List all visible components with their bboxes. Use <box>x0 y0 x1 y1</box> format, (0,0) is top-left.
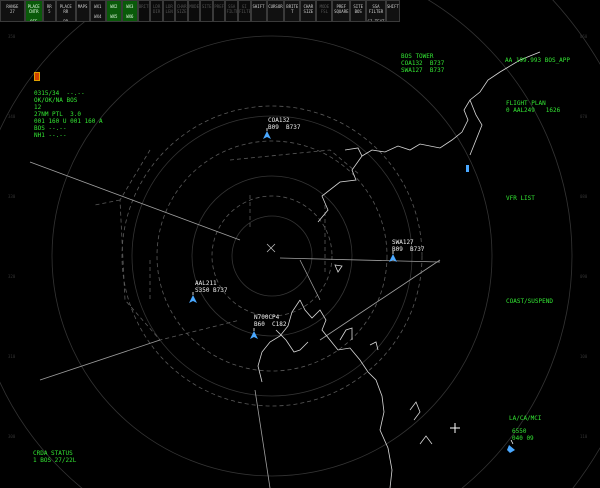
tower-list-title: BOS TOWER <box>401 53 434 60</box>
track-callsign: AAL211 <box>195 280 217 287</box>
vfr-list[interactable]: VFR LIST <box>506 195 535 202</box>
dcb-button[interactable]: BRITE T <box>284 0 301 22</box>
svg-text:310: 310 <box>8 354 16 359</box>
track-data: S350 B737 <box>195 287 228 294</box>
dcb-button[interactable]: SSA FILTER <box>225 0 238 22</box>
dcb-button[interactable]: PREF <box>212 0 226 22</box>
aircraft-icon[interactable] <box>248 328 260 340</box>
list-item: SWA127 B737 <box>401 67 445 74</box>
svg-text:080: 080 <box>580 194 588 199</box>
aircraft-icon[interactable] <box>388 251 398 263</box>
dcb-button[interactable]: LDR DIR <box>150 0 163 22</box>
dcb-button[interactable]: SHIFT <box>385 0 401 22</box>
track-callsign: N700CP4 <box>254 314 280 321</box>
unassociated-target[interactable] <box>466 165 469 172</box>
svg-text:060: 060 <box>580 34 588 39</box>
map-lines <box>29 161 441 488</box>
flight-plan-list[interactable]: FLIGHT PLAN 0 AAL249 1626 <box>506 100 560 114</box>
range-labels: 350 340 330 320 310 300 060 070 080 090 100 110 <box>8 34 588 439</box>
ssa-line: BOS --.-- <box>34 125 67 132</box>
track-data: 040 09 <box>512 435 534 442</box>
coordination-list[interactable]: AA 199.993 BOS_APP <box>505 57 571 64</box>
svg-text:350: 350 <box>8 34 16 39</box>
ssa-line: NH1 --.-- <box>34 132 67 139</box>
dcb-button[interactable]: SSA FILTER GI TEXT FILTER <box>366 0 386 22</box>
coast-suspend-list[interactable]: COAST/SUSPEND <box>506 298 553 305</box>
track-callsign: SWA127 <box>392 239 414 246</box>
dcb-button[interactable]: MAPS <box>75 0 90 22</box>
dcb-button[interactable]: PREF SQUARE <box>332 0 351 22</box>
svg-text:090: 090 <box>580 274 588 279</box>
track-callsign: COA132 <box>268 117 290 124</box>
dcb-button[interactable]: SITE <box>200 0 213 22</box>
dcb-button[interactable]: CHAR SIZE <box>175 0 188 22</box>
dcb-button[interactable]: LDR LEN <box>162 0 176 22</box>
track-data: B60 C182 <box>254 321 287 328</box>
range-center-mark <box>266 243 276 253</box>
dcb-button[interactable]: BRITE <box>137 0 151 22</box>
dcb-button[interactable]: WX3 WX6 <box>121 0 138 22</box>
list-item: 1 BOS 27/22L <box>33 457 77 464</box>
crda-status-title: CRDA STATUS <box>33 450 73 457</box>
track-data: B09 B737 <box>268 124 301 131</box>
dcb-button[interactable]: SHIFT <box>250 0 267 22</box>
crda-status-list[interactable]: CRDA STATUS 1 BOS 27/22L <box>33 450 76 464</box>
dcb-button[interactable]: SITE BOS <box>350 0 367 22</box>
dcb-button[interactable]: WX2 WX5 <box>105 0 122 22</box>
ssa-line: OK/OK/NA BOS <box>34 97 78 104</box>
flight-plan-title: FLIGHT PLAN <box>506 100 546 107</box>
list-item: 0 AAL249 1626 <box>506 107 561 114</box>
ssa-time: 0315/34 --.-- <box>34 90 85 97</box>
track-callsign: 6550 <box>512 428 527 435</box>
svg-text:320: 320 <box>8 274 16 279</box>
svg-text:330: 330 <box>8 194 16 199</box>
svg-text:340: 340 <box>8 114 16 119</box>
ssa-line: 001 160 U 001 160 A <box>34 118 103 125</box>
svg-text:100: 100 <box>580 354 588 359</box>
dcb-button[interactable]: MODE FSL <box>316 0 333 22</box>
coastline <box>257 51 541 488</box>
dcb-button[interactable]: PLACE CNTR OFF CNTR <box>24 0 43 22</box>
list-item: COA132 B737 <box>401 60 445 67</box>
dcb-button[interactable]: PLACE RR RR CNTR <box>55 0 76 22</box>
track-data: B09 B737 <box>392 246 425 253</box>
svg-text:070: 070 <box>580 114 588 119</box>
la-ca-mci-list[interactable]: LA/CA/MCI <box>509 415 542 422</box>
dcb-button[interactable]: RR 5 <box>42 0 56 22</box>
svg-text:300: 300 <box>8 434 16 439</box>
status-indicator-icon <box>34 72 40 81</box>
dcb-button[interactable]: MODE <box>187 0 201 22</box>
dcb-button[interactable]: CURSOR <box>266 0 285 22</box>
system-status-area[interactable]: 0315/34 --.-- OK/OK/NA BOS 12 27NM PTL 3… <box>34 90 103 139</box>
aircraft-icon[interactable] <box>505 440 517 454</box>
aircraft-icon[interactable] <box>262 128 272 140</box>
svg-text:110: 110 <box>580 434 588 439</box>
dcb-button[interactable]: WX1 WX4 <box>89 0 106 22</box>
dcb-button[interactable]: GI FILTER <box>237 0 251 22</box>
ssa-line: 12 <box>34 104 42 111</box>
dcb-button[interactable]: CHAR SIZE <box>300 0 317 22</box>
tower-list[interactable]: BOS TOWER COA132 B737 SWA127 B737 <box>401 53 444 74</box>
dcb-button[interactable]: RANGE 27 <box>0 0 25 22</box>
cursor-crosshair <box>450 423 460 433</box>
ssa-line: 27NM PTL 3.0 <box>34 111 81 118</box>
aircraft-icon[interactable] <box>188 292 198 304</box>
airspace-boundaries <box>94 105 423 407</box>
